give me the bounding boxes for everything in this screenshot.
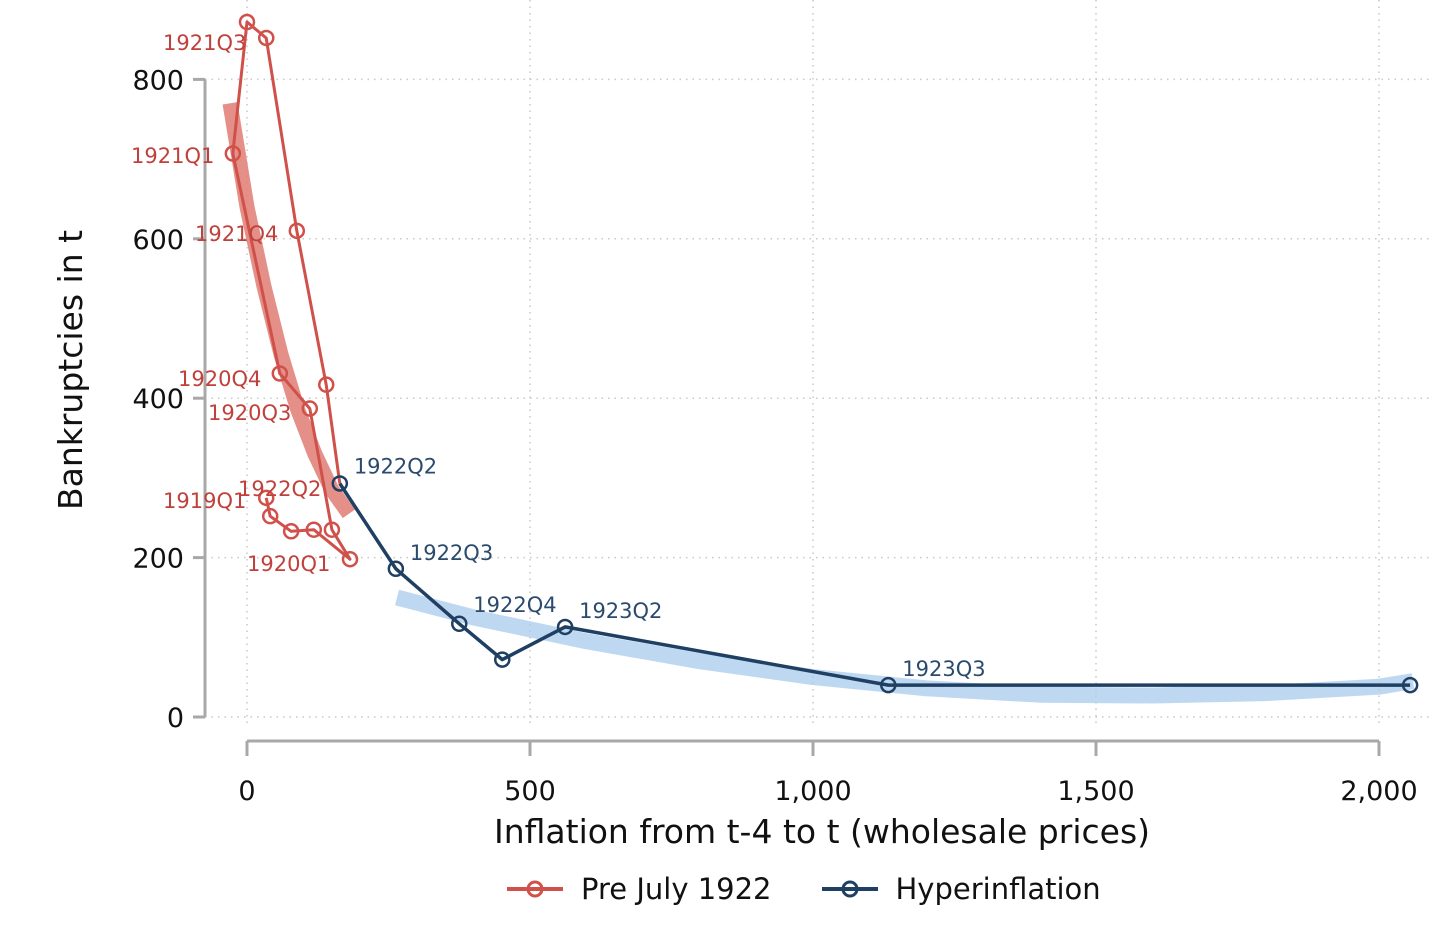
series-line-pre-july-1922	[231, 20, 352, 561]
data-point	[1401, 676, 1419, 694]
point-label: 1920Q4	[178, 367, 261, 391]
data-point	[261, 507, 279, 525]
y-tick-label: 200	[132, 544, 184, 575]
y-tick-label: 800	[132, 65, 184, 96]
data-point	[305, 521, 323, 538]
x-tick-label: 2,000	[1340, 776, 1417, 807]
legend-item-pre-july-1922: Pre July 1922	[505, 872, 772, 906]
point-label: 1922Q4	[473, 593, 556, 617]
point-label: 1922Q2	[354, 454, 437, 478]
point-label: 1921Q3	[163, 31, 246, 55]
data-point	[331, 475, 349, 492]
point-label: 1921Q1	[131, 144, 214, 168]
y-tick-label: 400	[132, 384, 184, 415]
y-tick-label: 600	[132, 225, 184, 256]
y-axis-title: Bankruptcies in t	[51, 230, 90, 510]
series-lines	[231, 20, 1411, 687]
fit-curve-hyperinflation	[394, 589, 1415, 704]
x-tick-label: 500	[504, 776, 556, 807]
point-label: 1919Q1	[163, 489, 246, 513]
legend-swatch-red	[507, 880, 563, 898]
data-point	[323, 521, 341, 538]
legend-item-hyperinflation: Hyperinflation	[820, 872, 1101, 906]
data-point	[341, 550, 359, 568]
fit-curve-pre-july-1922	[222, 102, 356, 519]
x-axis-title: Inflation from t-4 to t (wholesale price…	[494, 812, 1150, 851]
data-point	[494, 651, 511, 668]
point-label: 1921Q4	[195, 222, 278, 246]
data-point	[224, 145, 242, 162]
gridlines	[205, 0, 1430, 725]
point-label: 1923Q3	[902, 657, 985, 681]
data-point	[880, 676, 897, 694]
legend: Pre July 1922 Hyperinflation	[505, 872, 1101, 906]
data-point	[317, 376, 335, 393]
x-tick-label: 1,500	[1057, 776, 1134, 807]
data-point	[238, 13, 256, 31]
data-point	[257, 29, 275, 47]
legend-label: Hyperinflation	[895, 872, 1101, 906]
point-label: 1922Q3	[410, 541, 493, 565]
legend-swatch-blue	[821, 880, 878, 898]
series-line-hyperinflation	[338, 482, 1411, 687]
fit-curves	[222, 102, 1415, 704]
x-tick-label: 1,000	[774, 776, 851, 807]
x-tick-label: 0	[238, 776, 255, 807]
data-point	[301, 400, 319, 417]
point-labels: 1919Q1 1920Q1 1920Q3 1920Q4 1921Q1 1921Q3 1921…	[131, 31, 986, 681]
data-point	[451, 615, 468, 633]
point-label: 1923Q2	[579, 599, 662, 623]
legend-label: Pre July 1922	[581, 872, 772, 906]
point-label: 1920Q1	[247, 552, 330, 576]
point-label: 1920Q3	[208, 401, 291, 425]
data-point	[387, 560, 405, 578]
data-point	[271, 365, 289, 382]
data-point	[257, 489, 275, 507]
data-point	[282, 523, 300, 540]
data-point	[288, 222, 306, 240]
point-label: 1922Q2	[238, 477, 321, 501]
y-tick-label: 0	[167, 703, 184, 734]
series-markers	[224, 13, 1419, 694]
data-point	[556, 618, 574, 636]
axes: 0 200 400 600 800 0 500 1,000 1,500 2,000	[132, 65, 1417, 807]
